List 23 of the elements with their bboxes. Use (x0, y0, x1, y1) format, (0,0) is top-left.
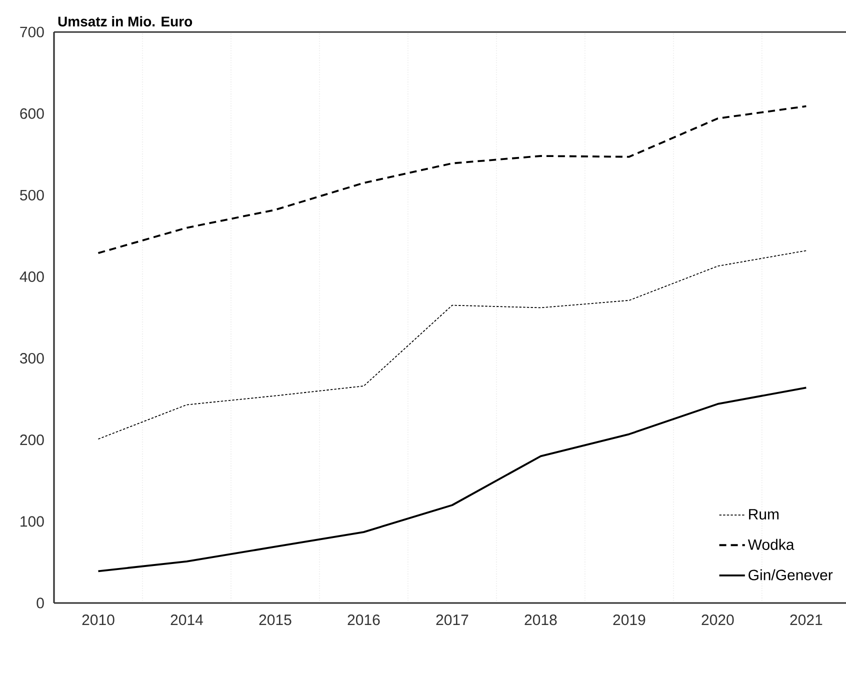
x-tick-label: 2020 (702, 614, 734, 626)
line-series (97, 105, 808, 254)
x-tick-label: 2014 (170, 614, 203, 626)
x-tick-label: 2018 (524, 614, 557, 626)
legend-label: Gin/Genever (748, 569, 833, 580)
x-tick-label: 2015 (259, 614, 292, 626)
y-tick-label: 600 (20, 108, 44, 119)
y-tick-label: 400 (20, 271, 44, 282)
line-series (98, 250, 807, 440)
x-tick-label: 2021 (790, 614, 822, 626)
x-tick-label: 2019 (613, 614, 646, 626)
x-tick-label: 2010 (82, 614, 114, 626)
y-tick-label: 300 (20, 352, 44, 364)
x-tick-label: 2016 (348, 614, 380, 626)
x-tick-label: 2017 (436, 614, 468, 626)
y-tick-label: 700 (20, 26, 44, 38)
legend-label: Wodka (748, 538, 794, 550)
y-tick-label: 200 (20, 434, 44, 446)
y-tick-label: 0 (36, 598, 44, 608)
y-axis-title: Umsatz in Mio. Euro (58, 16, 192, 26)
y-tick-label: 500 (20, 190, 44, 200)
legend-label: Rum (749, 509, 779, 520)
y-tick-label: 100 (20, 516, 44, 527)
